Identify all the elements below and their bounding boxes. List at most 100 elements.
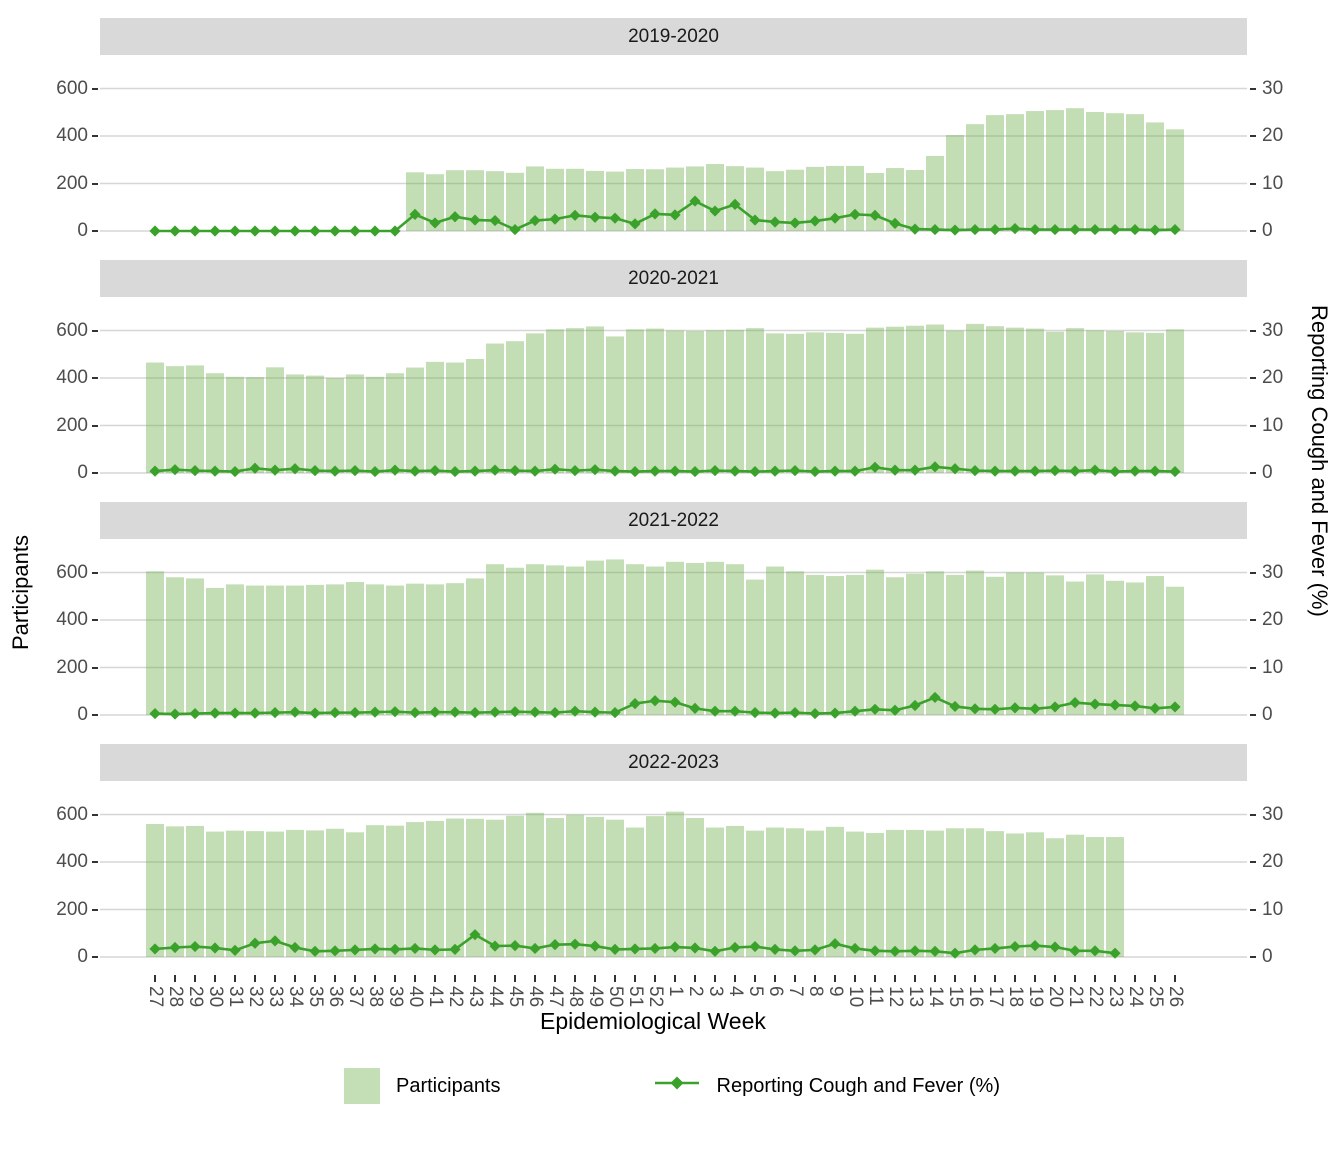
participants-bar bbox=[986, 576, 1004, 715]
participants-bar bbox=[366, 825, 384, 957]
pct-point bbox=[369, 465, 381, 478]
pct-point bbox=[509, 223, 521, 236]
participants-bar bbox=[1106, 580, 1124, 715]
participants-bar bbox=[346, 832, 364, 957]
participants-bar bbox=[1146, 122, 1164, 231]
pct-point bbox=[209, 707, 221, 719]
facet-strip-2022-2023: 2022-2023 bbox=[100, 744, 1247, 781]
x-tickmark bbox=[374, 975, 376, 982]
x-tickmark bbox=[1114, 975, 1116, 982]
pct-point bbox=[829, 212, 841, 224]
x-tickmark bbox=[654, 975, 656, 982]
participants-bar bbox=[1026, 832, 1044, 957]
participants-bar bbox=[546, 818, 564, 957]
pct-point bbox=[1149, 465, 1161, 477]
participants-bar bbox=[726, 166, 744, 231]
x-tick-label: 36 bbox=[325, 986, 346, 1008]
y-left-tick-label: 200 bbox=[56, 414, 88, 436]
pct-line bbox=[154, 465, 1176, 473]
participants-bar bbox=[406, 822, 424, 957]
participants-bar bbox=[726, 564, 744, 715]
participants-bar bbox=[906, 169, 924, 231]
x-tickmark bbox=[354, 975, 356, 982]
x-tick-label: 12 bbox=[885, 986, 906, 1008]
y-right-tick-label: 10 bbox=[1262, 414, 1284, 436]
pct-point bbox=[629, 943, 641, 955]
participants-bar bbox=[406, 583, 424, 715]
pct-point bbox=[689, 465, 701, 478]
participants-bar bbox=[526, 564, 544, 715]
pct-point bbox=[1009, 223, 1021, 235]
x-tickmark bbox=[974, 975, 976, 982]
pct-point bbox=[849, 942, 861, 955]
x-tickmark bbox=[854, 975, 856, 982]
y-left-tickmark bbox=[92, 908, 98, 911]
participants-bar bbox=[946, 574, 964, 715]
x-tickmark bbox=[614, 975, 616, 982]
y-right-tick-label: 30 bbox=[1262, 803, 1284, 825]
y-left-tick-label: 0 bbox=[77, 220, 88, 241]
x-tick-label: 37 bbox=[345, 986, 366, 1008]
x-tick-label: 28 bbox=[165, 986, 186, 1008]
participants-bar bbox=[286, 585, 304, 715]
participants-bar bbox=[366, 584, 384, 715]
y-right-tick-label: 30 bbox=[1262, 77, 1284, 99]
pct-point bbox=[149, 465, 161, 477]
participants-bar bbox=[226, 584, 244, 715]
y-right-tick-label: 10 bbox=[1262, 172, 1284, 194]
participants-bar bbox=[1066, 328, 1084, 473]
pct-point bbox=[189, 225, 201, 237]
pct-point bbox=[769, 216, 781, 228]
x-tick-label: 3 bbox=[705, 986, 726, 997]
facet-strip-2020-2021: 2020-2021 bbox=[100, 260, 1247, 297]
participants-bar bbox=[706, 164, 724, 231]
participants-bar bbox=[426, 174, 444, 231]
x-tickmark bbox=[814, 975, 816, 982]
participants-bar bbox=[286, 374, 304, 473]
x-tickmark bbox=[674, 975, 676, 982]
y-left-tickmark bbox=[92, 666, 98, 669]
pct-point bbox=[709, 205, 721, 217]
pct-point bbox=[629, 465, 641, 478]
pct-point bbox=[669, 209, 681, 221]
participants-bar bbox=[966, 828, 984, 957]
participants-bar bbox=[266, 367, 284, 473]
x-tickmark bbox=[474, 975, 476, 982]
participants-bar bbox=[666, 167, 684, 231]
participants-bar bbox=[586, 326, 604, 473]
x-tickmark bbox=[1134, 975, 1136, 982]
participants-bar bbox=[1166, 329, 1184, 473]
participants-bar bbox=[506, 172, 524, 231]
participants-bar bbox=[306, 584, 324, 715]
x-tickmark bbox=[1034, 975, 1036, 982]
pct-point bbox=[869, 209, 881, 221]
x-tickmark bbox=[234, 975, 236, 982]
pct-point bbox=[909, 945, 921, 957]
pct-point bbox=[269, 707, 281, 719]
y-left-tickmark bbox=[92, 230, 98, 232]
x-tick-label: 6 bbox=[765, 986, 786, 997]
pct-point bbox=[329, 465, 341, 477]
pct-point bbox=[269, 225, 281, 237]
y-right-tickmark bbox=[1250, 571, 1256, 574]
facet-plot-2022-2023 bbox=[100, 811, 1247, 959]
y-axis-title-participants: Participants bbox=[8, 535, 33, 650]
participants-bar bbox=[666, 561, 684, 715]
pct-point bbox=[1009, 940, 1021, 953]
pct-point bbox=[289, 706, 301, 718]
participants-bar bbox=[206, 587, 224, 715]
x-tickmark bbox=[454, 975, 456, 982]
x-tickmark bbox=[534, 975, 536, 982]
y-right-tickmark bbox=[1250, 714, 1256, 716]
y-right-tick-label: 20 bbox=[1262, 125, 1284, 146]
x-tickmark bbox=[434, 975, 436, 982]
x-tickmark bbox=[574, 975, 576, 982]
pct-point bbox=[429, 944, 441, 956]
x-tick-label: 32 bbox=[245, 986, 266, 1008]
participants-bar bbox=[1046, 110, 1064, 231]
participants-bar bbox=[626, 564, 644, 715]
y-right-tickmark bbox=[1250, 135, 1256, 137]
y-right-tick-label: 10 bbox=[1262, 656, 1284, 678]
participants-bar bbox=[1026, 111, 1044, 231]
participants-bar bbox=[426, 820, 444, 957]
